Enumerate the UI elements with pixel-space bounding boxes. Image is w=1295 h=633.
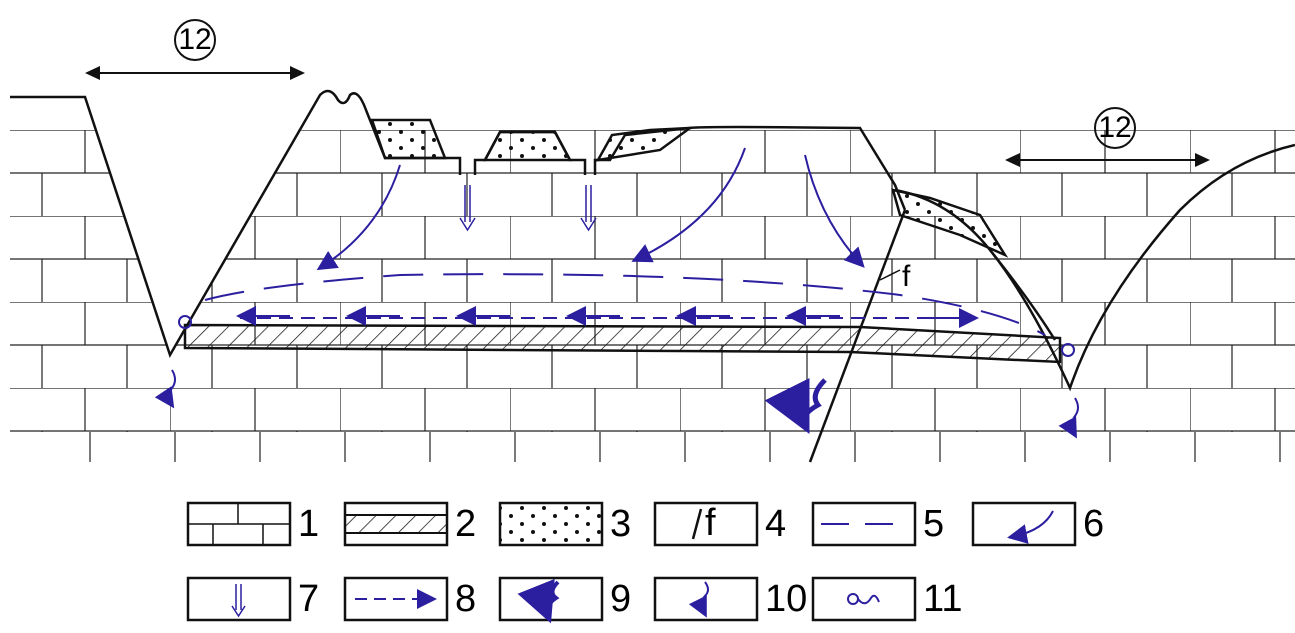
legend-label: 6 <box>1083 503 1104 545</box>
legend-box <box>973 503 1075 545</box>
legend-label: 3 <box>610 503 631 545</box>
legend-label: 11 <box>923 578 962 620</box>
zone-label: 12 <box>178 23 211 56</box>
legend-label: 10 <box>765 578 807 620</box>
legend: 1 2 3 f 4 5 6 7 8 9 10 11 <box>188 502 1104 620</box>
legend-box <box>813 578 915 620</box>
legend-box <box>188 578 290 620</box>
zone-label: 12 <box>1098 111 1131 144</box>
legend-label: 4 <box>765 503 786 545</box>
legend-symbol-text: f <box>705 502 716 544</box>
fault-label: f <box>902 260 911 293</box>
legend-symbol <box>345 515 447 533</box>
legend-box <box>500 578 602 620</box>
legend-label: 8 <box>455 578 476 620</box>
diagram: 12 12 f 123f4567891011 <box>0 0 1295 628</box>
legend-box <box>500 503 602 545</box>
legend-label: 1 <box>298 503 319 545</box>
legend-label: 2 <box>455 503 476 545</box>
legend-label: 5 <box>923 503 944 545</box>
legend-label: 7 <box>298 578 319 620</box>
legend-label: 9 <box>610 578 631 620</box>
